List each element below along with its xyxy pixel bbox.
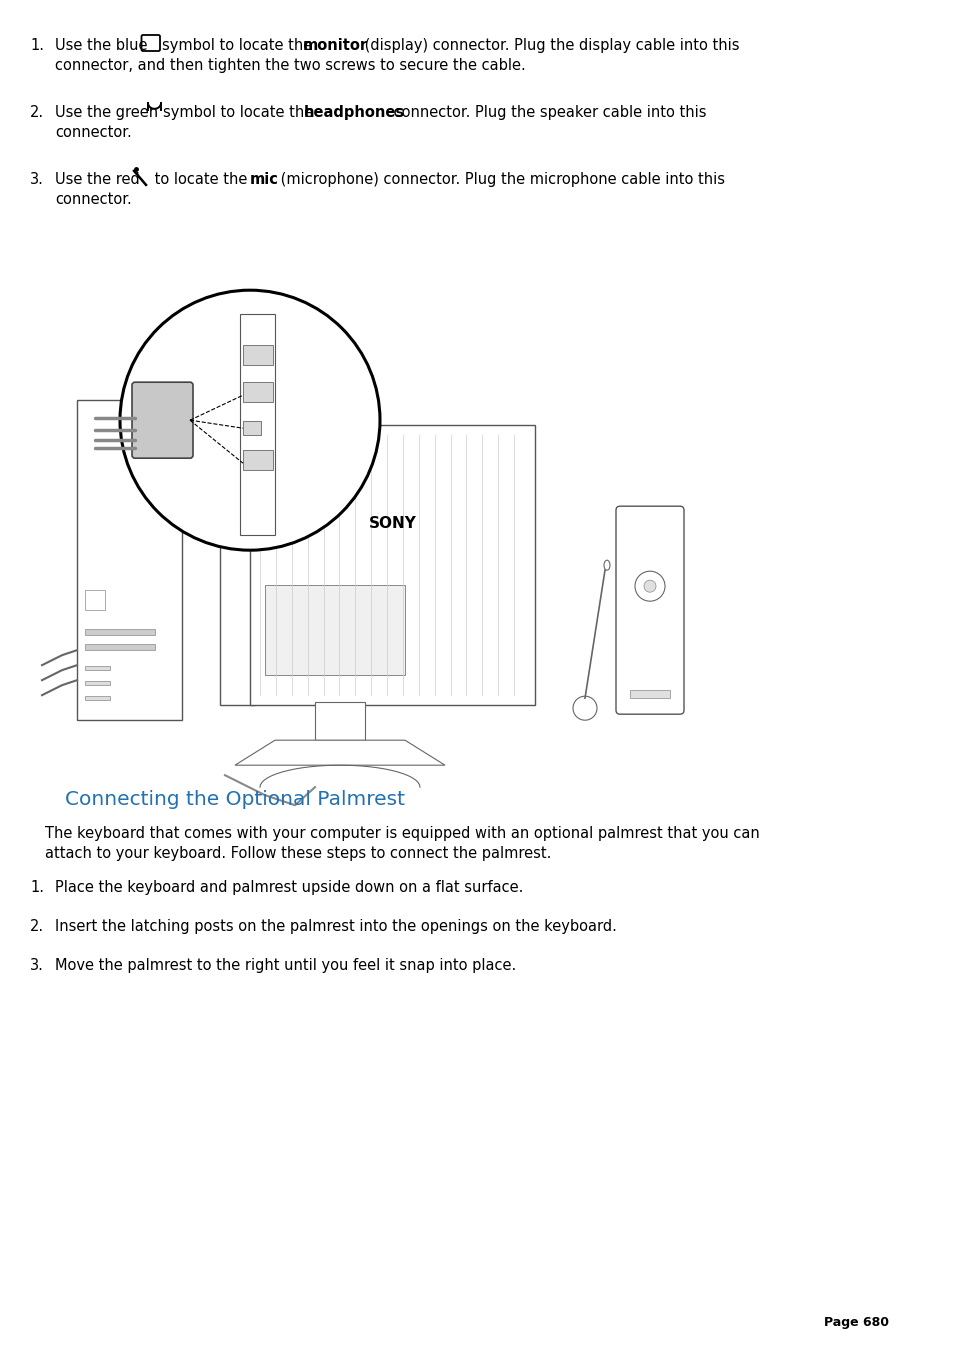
Text: to locate the: to locate the: [150, 172, 252, 186]
FancyBboxPatch shape: [141, 35, 160, 51]
Text: Use the red: Use the red: [55, 172, 144, 186]
Circle shape: [573, 696, 597, 720]
Ellipse shape: [603, 561, 609, 570]
Bar: [65, 215, 714, 765]
FancyBboxPatch shape: [132, 382, 193, 458]
FancyBboxPatch shape: [616, 507, 683, 715]
Text: Insert the latching posts on the palmrest into the openings on the keyboard.: Insert the latching posts on the palmres…: [55, 919, 617, 934]
Bar: [224, 484, 246, 496]
Bar: [629, 690, 669, 698]
Text: Place the keyboard and palmrest upside down on a flat surface.: Place the keyboard and palmrest upside d…: [55, 880, 523, 894]
Bar: [240, 315, 274, 535]
Bar: [243, 422, 261, 435]
Bar: [243, 382, 273, 403]
Text: Move the palmrest to the right until you feel it snap into place.: Move the palmrest to the right until you…: [55, 958, 516, 973]
Text: The keyboard that comes with your computer is equipped with an optional palmrest: The keyboard that comes with your comput…: [45, 827, 759, 842]
Text: Use the blue: Use the blue: [55, 38, 152, 53]
Text: Page 680: Page 680: [823, 1316, 888, 1329]
Bar: [85, 630, 154, 635]
Text: attach to your keyboard. Follow these steps to connect the palmrest.: attach to your keyboard. Follow these st…: [45, 846, 551, 861]
Bar: [243, 450, 273, 470]
Text: SONY: SONY: [368, 516, 416, 531]
Text: connector.: connector.: [55, 124, 132, 139]
Text: connector. Plug the speaker cable into this: connector. Plug the speaker cable into t…: [389, 105, 706, 120]
Text: 1.: 1.: [30, 880, 44, 894]
Bar: [85, 696, 110, 700]
Bar: [85, 666, 110, 670]
Circle shape: [643, 580, 656, 592]
Bar: [250, 426, 535, 705]
Text: 1.: 1.: [30, 38, 44, 53]
Text: 2.: 2.: [30, 919, 44, 934]
Text: headphones: headphones: [304, 105, 405, 120]
Bar: [265, 585, 405, 676]
Text: 3.: 3.: [30, 958, 44, 973]
Bar: [85, 644, 154, 650]
Polygon shape: [234, 740, 444, 765]
Bar: [243, 346, 273, 365]
Bar: [224, 453, 246, 465]
Text: (display) connector. Plug the display cable into this: (display) connector. Plug the display ca…: [360, 38, 740, 53]
Text: Connecting the Optional Palmrest: Connecting the Optional Palmrest: [65, 790, 405, 809]
Text: (microphone) connector. Plug the microphone cable into this: (microphone) connector. Plug the microph…: [275, 172, 724, 186]
Bar: [220, 376, 254, 705]
Text: mic: mic: [250, 172, 278, 186]
Text: symbol to locate the: symbol to locate the: [161, 38, 316, 53]
Bar: [224, 403, 246, 415]
Bar: [85, 590, 105, 611]
Text: 3.: 3.: [30, 172, 44, 186]
Text: connector, and then tighten the two screws to secure the cable.: connector, and then tighten the two scre…: [55, 58, 525, 73]
Text: symbol to locate the: symbol to locate the: [163, 105, 317, 120]
Text: 2.: 2.: [30, 105, 44, 120]
Text: Use the green: Use the green: [55, 105, 163, 120]
Text: monitor: monitor: [302, 38, 367, 53]
Circle shape: [120, 290, 379, 550]
Circle shape: [635, 571, 664, 601]
Bar: [314, 703, 365, 740]
FancyBboxPatch shape: [77, 400, 182, 720]
Text: connector.: connector.: [55, 192, 132, 207]
Bar: [224, 428, 246, 440]
Bar: [85, 681, 110, 685]
